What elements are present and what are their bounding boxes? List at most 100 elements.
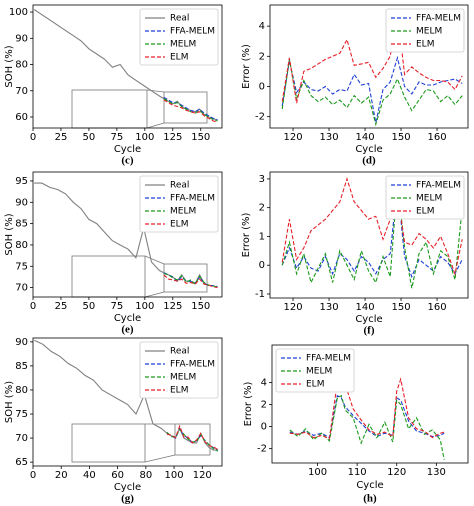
zoom-link	[144, 454, 176, 463]
panel-caption: (h)	[363, 493, 377, 505]
y-tick-label: 85	[15, 219, 28, 230]
x-axis-label: Cycle	[114, 482, 141, 493]
x-tick-label: 110	[348, 467, 367, 478]
x-tick-label: 80	[139, 470, 152, 481]
y-tick-label: 2	[261, 400, 267, 411]
series-line	[163, 272, 218, 288]
inset-frame	[71, 423, 146, 463]
x-tick-label: 130	[427, 467, 446, 478]
y-tick-label: 85	[15, 361, 28, 372]
y-tick-label: 80	[15, 60, 28, 71]
plot-area	[289, 366, 445, 460]
y-tick-label: 95	[15, 176, 28, 187]
legend-label: ELM	[306, 380, 324, 390]
series-line	[163, 98, 218, 122]
series-line	[166, 428, 219, 452]
legend-label: ELM	[416, 207, 434, 217]
series-line	[281, 177, 463, 276]
series-line	[281, 181, 463, 289]
legend-label: MELM	[170, 373, 196, 383]
legend-label: MELM	[170, 207, 196, 217]
x-axis-label: Cycle	[114, 313, 141, 324]
x-tick-label: 150	[391, 302, 410, 313]
x-tick-label: 100	[135, 132, 154, 143]
x-tick-label: 25	[55, 132, 68, 143]
x-tick-label: 150	[191, 132, 210, 143]
y-tick-label: -1	[255, 289, 265, 300]
y-tick-label: 2	[259, 203, 265, 214]
x-tick-label: 60	[111, 470, 124, 481]
y-tick-label: 4	[261, 377, 267, 388]
series-line	[281, 55, 463, 123]
x-tick-label: 100	[308, 467, 327, 478]
x-tick-label: 120	[387, 467, 406, 478]
x-tick-label: 0	[30, 132, 36, 143]
inset-frame	[71, 255, 146, 298]
x-axis-label: Cycle	[355, 314, 382, 325]
x-tick-label: 125	[163, 132, 182, 143]
y-tick-label: 90	[15, 33, 28, 44]
series-line	[281, 59, 463, 127]
x-tick-label: 100	[135, 301, 154, 312]
x-tick-label: 160	[427, 132, 446, 143]
x-axis-label: Cycle	[355, 144, 382, 155]
x-tick-label: 0	[30, 470, 36, 481]
legend-label: ELM	[170, 220, 188, 230]
series-line	[163, 274, 218, 289]
legend-box	[139, 341, 219, 399]
series-line	[289, 394, 445, 439]
legend-label: MELM	[306, 367, 332, 377]
plot-area	[34, 339, 219, 452]
x-axis-label: Cycle	[356, 480, 383, 491]
series-line	[166, 424, 219, 451]
x-tick-label: 120	[283, 302, 302, 313]
legend-label: ELM	[170, 386, 188, 396]
zoom-link	[146, 122, 165, 129]
inset-frame	[71, 89, 148, 129]
x-tick-label: 130	[319, 302, 338, 313]
y-tick-label: 2	[259, 51, 265, 62]
series-line	[289, 394, 445, 460]
series-line	[289, 366, 445, 440]
y-tick-label: 65	[15, 457, 28, 468]
x-tick-label: 25	[55, 301, 68, 312]
legend: Real FFA-MELM MELM ELM	[139, 175, 219, 233]
y-axis-label: Error (%)	[241, 212, 252, 257]
y-tick-label: 1	[259, 231, 265, 242]
x-tick-label: 40	[83, 470, 96, 481]
zoom-box	[174, 423, 211, 456]
series-line	[163, 99, 218, 123]
legend-label: FFA-MELM	[170, 194, 215, 204]
legend: Real FFA-MELM MELM ELM	[139, 341, 219, 399]
legend-label: Real	[170, 14, 189, 24]
zoom-link	[144, 291, 165, 298]
x-tick-label: 50	[83, 132, 96, 143]
panel-caption: (d)	[362, 155, 376, 167]
y-tick-label: 60	[15, 112, 28, 123]
zoom-box	[163, 91, 208, 124]
axes-frame	[269, 171, 469, 299]
axes-frame	[269, 4, 469, 129]
legend: FFA-MELM MELM ELM	[385, 175, 465, 220]
x-tick-label: 100	[164, 470, 183, 481]
legend-label: MELM	[416, 27, 442, 37]
y-tick-label: 70	[15, 283, 28, 294]
panel-caption: (e)	[121, 324, 134, 336]
x-tick-label: 75	[111, 132, 124, 143]
y-tick-label: 90	[15, 197, 28, 208]
y-tick-label: 3	[259, 174, 265, 185]
legend-label: Real	[170, 347, 189, 357]
y-tick-label: -2	[257, 444, 267, 455]
x-tick-label: 120	[283, 132, 302, 143]
legend: Real FFA-MELM MELM ELM	[139, 8, 219, 66]
x-tick-label: 160	[427, 302, 446, 313]
y-axis-label: SOH (%)	[4, 45, 15, 87]
legend-label: FFA-MELM	[170, 360, 215, 370]
legend-label: FFA-MELM	[416, 181, 461, 191]
plot-area	[33, 9, 218, 123]
x-tick-label: 125	[163, 301, 182, 312]
x-axis-label: Cycle	[114, 144, 141, 155]
legend-label: FFA-MELM	[416, 14, 461, 24]
series-line	[163, 96, 218, 121]
